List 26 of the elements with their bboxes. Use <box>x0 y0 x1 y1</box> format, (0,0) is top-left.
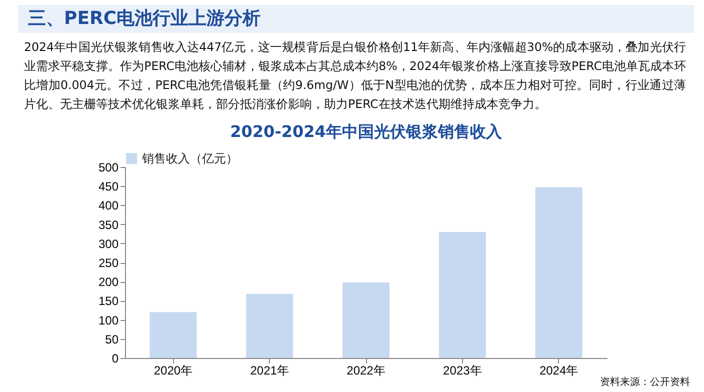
x-tick-label: 2023年 <box>443 364 482 378</box>
x-tick-label: 2021年 <box>250 364 289 378</box>
text: 2024年中国光伏银浆销售收入达447亿元，这一规模背后是白银价格创11年新高、年内涨幅超30%的成本驱动，叠加光伏行业需求平稳支撑。作为PERC电池核心辅材，银浆成本占其总成本约8%，2024年银浆价格上涨直接导致PERC电池单瓦成本环比增加0.004元。不过，PERC电池凭借银耗量（约9.6mg/W）低于N型电池的优势，成本压力相对可控。同时，行业通过薄片化、无主栅等技术优化银浆单耗，部分抵消涨价影响，助力PERC在技术迭代期维持成本竞争力。 <box>24 39 686 113</box>
bar <box>246 294 294 358</box>
y-tick-label: 500 <box>98 160 119 174</box>
bar <box>150 312 197 358</box>
y-tick-label: 100 <box>98 313 119 328</box>
text: 三、PERC电池行业上游分析 <box>18 5 694 33</box>
y-tick-label: 150 <box>98 294 119 308</box>
y-tick-label: 400 <box>98 198 119 213</box>
y-tick-label: 350 <box>98 218 119 232</box>
x-tick-label: 2024年 <box>539 364 578 378</box>
y-tick-label: 50 <box>105 332 119 346</box>
y-tick-label: 200 <box>98 275 119 290</box>
y-tick-label: 300 <box>98 236 119 251</box>
bar <box>438 232 486 358</box>
y-tick-label: 0 <box>112 352 119 366</box>
text: 资料来源：公开资料 <box>600 376 690 389</box>
bar <box>535 187 582 358</box>
x-tick-label: 2022年 <box>346 364 386 378</box>
bar <box>342 282 390 358</box>
x-tick-label: 2020年 <box>154 364 193 378</box>
legend-label: 销售收入（亿元） <box>141 152 238 166</box>
chart-title: 2020-2024年中国光伏银浆销售收入 <box>230 122 503 141</box>
y-tick-label: 450 <box>98 180 119 194</box>
y-tick-label: 250 <box>98 256 119 270</box>
